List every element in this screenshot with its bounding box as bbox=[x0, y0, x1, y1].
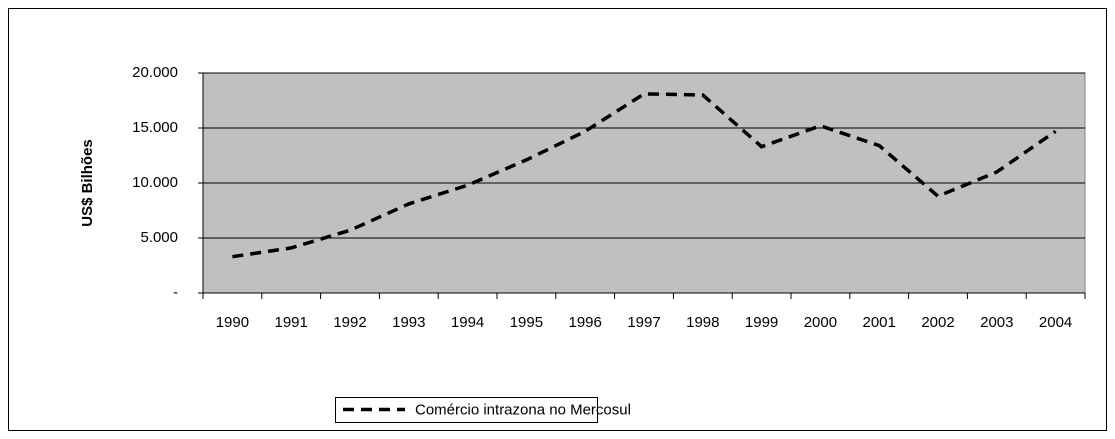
x-tick-label: 2000 bbox=[804, 314, 837, 331]
x-tick-label: 1993 bbox=[392, 314, 425, 331]
x-tick-label: 1999 bbox=[745, 314, 778, 331]
legend-label: Comércio intrazona no Mercosul bbox=[415, 401, 631, 418]
y-tick-label: - bbox=[173, 284, 178, 301]
x-tick-label: 1991 bbox=[275, 314, 308, 331]
x-tick-label: 2004 bbox=[1039, 314, 1072, 331]
y-axis-label: US$ Bilhões bbox=[79, 139, 96, 227]
x-tick-label: 1992 bbox=[333, 314, 366, 331]
x-tick-label: 1996 bbox=[569, 314, 602, 331]
x-tick-label: 1990 bbox=[216, 314, 249, 331]
x-tick-label: 1998 bbox=[686, 314, 719, 331]
x-tick-label: 1997 bbox=[627, 314, 660, 331]
x-tick-label: 2001 bbox=[863, 314, 896, 331]
x-tick-label: 1994 bbox=[451, 314, 484, 331]
data-line bbox=[232, 92, 1057, 259]
y-tick-label: 10.000 bbox=[132, 174, 178, 191]
y-tick-label: 15.000 bbox=[132, 119, 178, 136]
x-tick-label: 2003 bbox=[980, 314, 1013, 331]
y-tick-label: 5.000 bbox=[140, 229, 178, 246]
y-tick-label: 20.000 bbox=[132, 64, 178, 81]
x-tick-label: 2002 bbox=[921, 314, 954, 331]
x-tick-label: 1995 bbox=[510, 314, 543, 331]
